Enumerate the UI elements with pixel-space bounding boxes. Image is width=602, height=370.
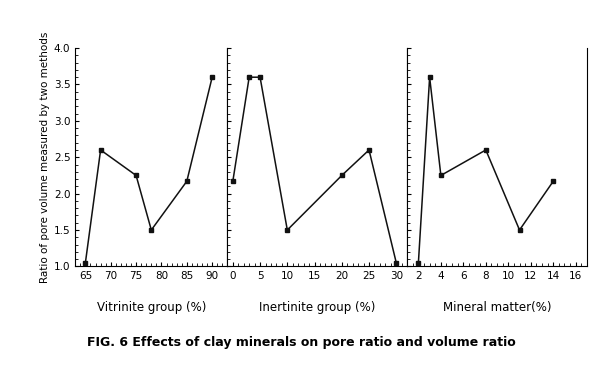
X-axis label: Inertinite group (%): Inertinite group (%) [259, 301, 376, 314]
X-axis label: Mineral matter(%): Mineral matter(%) [443, 301, 551, 314]
X-axis label: Vitrinite group (%): Vitrinite group (%) [97, 301, 206, 314]
Y-axis label: Ratio of pore volume measured by two methods: Ratio of pore volume measured by two met… [40, 31, 49, 283]
Text: FIG. 6 Effects of clay minerals on pore ratio and volume ratio: FIG. 6 Effects of clay minerals on pore … [87, 336, 515, 349]
